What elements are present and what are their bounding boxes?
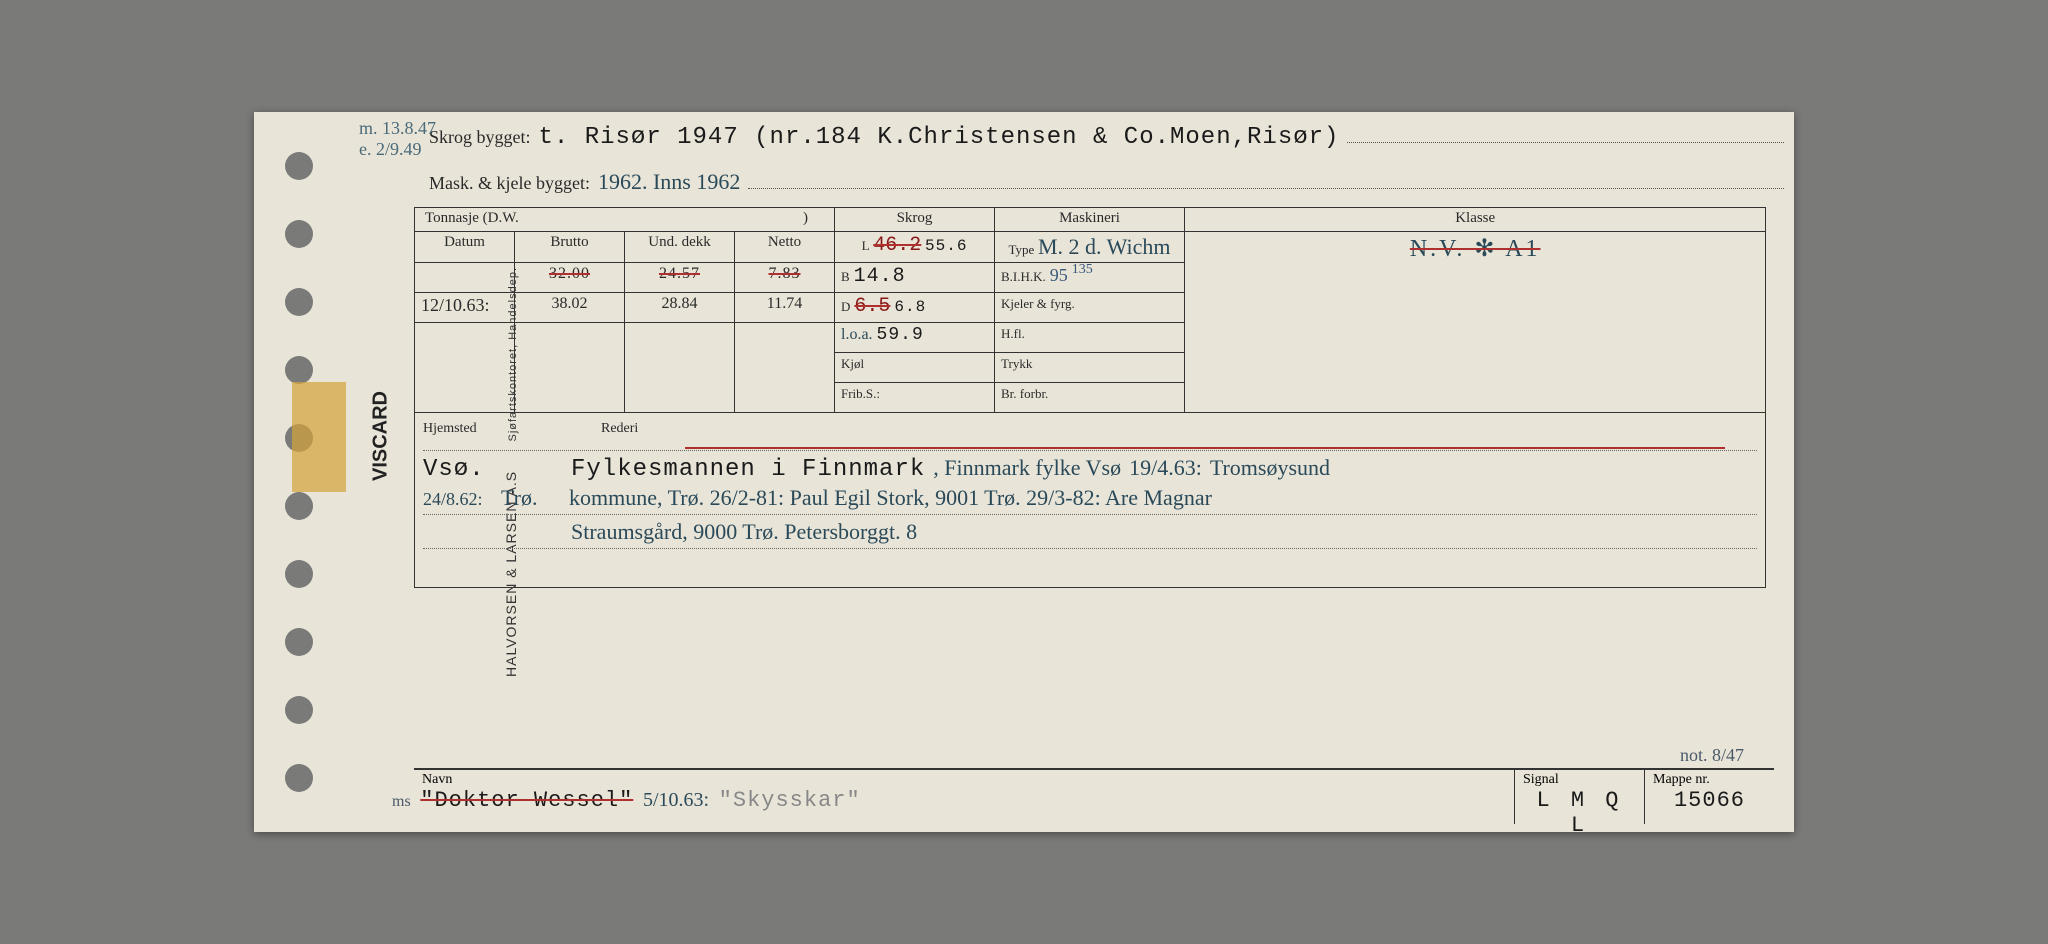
hjemsted-label: Hjemsted (423, 421, 533, 437)
skrog-L: 46.2 (873, 234, 921, 257)
navn-1: "Doktor Wessel" (420, 788, 633, 813)
tonnasje-header: Tonnasje (D.W. (425, 210, 519, 226)
netto-header: Netto (735, 232, 835, 263)
mask-bygget-value: 1962. Inns 1962 (598, 169, 740, 195)
skrog-header: Skrog (835, 208, 995, 232)
klasse-value: N.V. ✻ A1 (1410, 236, 1541, 262)
index-card: HALVORSEN & LARSEN A.S Sjøfartskontoret,… (254, 112, 1794, 832)
ms-note: ms (392, 793, 411, 810)
mappe-value: 15066 (1653, 788, 1766, 813)
hjemsted-2: Trø. (501, 485, 561, 511)
mask-bygget-label: Mask. & kjele bygget: (429, 173, 590, 194)
footer-note: not. 8/47 (1680, 745, 1744, 766)
brutto-1: 32.00 (515, 263, 625, 293)
line2-text: kommune, Trø. 26/2-81: Paul Egil Stork, … (569, 485, 1212, 511)
skrog-D: 6.5 (854, 295, 890, 318)
rederi-1: Fylkesmannen i Finnmark (571, 456, 925, 483)
skrog-L2: 55.6 (925, 237, 967, 255)
line2-date: 24/8.62: (423, 489, 493, 510)
und-1: 24.57 (625, 263, 735, 293)
tape-mark (292, 382, 346, 492)
side-brand-text: VISCARD (370, 391, 393, 481)
mask-type: M. 2 d. Wichm (1038, 234, 1171, 259)
line1-note: Tromsøysund (1210, 455, 1330, 481)
netto-2: 11.74 (735, 293, 835, 323)
und-2: 28.84 (625, 293, 735, 323)
brutto-2: 38.02 (515, 293, 625, 323)
signal-value: L M Q L (1523, 788, 1636, 838)
navn-2: "Skysskar" (719, 788, 861, 813)
top-margin-notes: m. 13.8.47 e. 2/9.49 (359, 118, 436, 160)
und-dekk-header: Und. dekk (625, 232, 735, 263)
lower-section: Hjemsted Rederi Vsø. Fylkesmannen i Finn… (414, 413, 1766, 588)
netto-1: 7.83 (735, 263, 835, 293)
bihk-value: 95 (1050, 265, 1068, 285)
red-strike-line (685, 447, 1725, 449)
line3-text: Straumsgård, 9000 Trø. Petersborggt. 8 (571, 519, 917, 545)
skrog-bygget-value: t. Risør 1947 (nr.184 K.Christensen & Co… (539, 124, 1340, 151)
skrog-bygget-row: Skrog bygget: t. Risør 1947 (nr.184 K.Ch… (404, 120, 1784, 153)
klasse-header: Klasse (1185, 208, 1766, 232)
mask-bygget-row: Mask. & kjele bygget: 1962. Inns 1962 (404, 165, 1784, 197)
maskineri-header: Maskineri (995, 208, 1185, 232)
main-table: Tonnasje (D.W.) Skrog Maskineri Klasse D… (414, 207, 1766, 413)
bihk-note: 135 (1072, 262, 1093, 277)
skrog-bygget-label: Skrog bygget: (429, 127, 531, 148)
rederi-1-hand: , Finnmark fylke Vsø (933, 455, 1121, 481)
mappe-label: Mappe nr. (1653, 772, 1766, 788)
skrog-loa: 59.9 (877, 325, 924, 345)
rederi-label: Rederi (601, 421, 638, 437)
footer-row: Navn ms "Doktor Wessel" 5/10.63: "Skyssk… (414, 768, 1774, 824)
brutto-header: Brutto (515, 232, 625, 263)
datum-header: Datum (415, 232, 515, 263)
signal-label: Signal (1523, 772, 1636, 788)
skrog-B: 14.8 (854, 265, 906, 288)
hjemsted-1: Vsø. (423, 456, 533, 483)
datum-2: 12/10.63: (415, 293, 515, 323)
skrog-D2: 6.8 (894, 298, 926, 316)
navn-label: Navn (422, 772, 1506, 788)
navn-date: 5/10.63: (643, 789, 709, 811)
line1-date: 19/4.63: (1129, 455, 1202, 481)
